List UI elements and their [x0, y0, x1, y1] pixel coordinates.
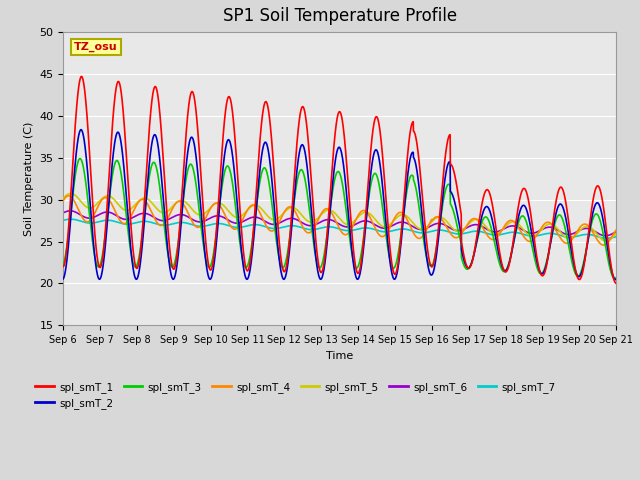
spl_smT_3: [612, 275, 620, 281]
spl_smT_6: [296, 218, 303, 224]
spl_smT_4: [122, 220, 130, 226]
spl_smT_6: [122, 216, 130, 222]
spl_smT_7: [602, 235, 609, 241]
Line: spl_smT_5: spl_smT_5: [63, 193, 616, 241]
spl_smT_1: [122, 153, 130, 158]
spl_smT_5: [122, 207, 130, 213]
spl_smT_5: [612, 231, 620, 237]
spl_smT_1: [77, 73, 85, 79]
spl_smT_5: [156, 208, 163, 214]
Line: spl_smT_4: spl_smT_4: [63, 196, 616, 245]
spl_smT_2: [612, 276, 620, 282]
spl_smT_1: [542, 265, 550, 271]
spl_smT_5: [602, 238, 609, 244]
spl_smT_4: [542, 220, 550, 226]
Title: SP1 Soil Temperature Profile: SP1 Soil Temperature Profile: [223, 7, 457, 25]
spl_smT_6: [542, 225, 550, 230]
Line: spl_smT_3: spl_smT_3: [63, 158, 616, 278]
spl_smT_7: [542, 231, 550, 237]
spl_smT_4: [600, 242, 607, 248]
spl_smT_4: [271, 226, 279, 231]
spl_smT_6: [271, 221, 279, 227]
spl_smT_3: [156, 180, 163, 186]
spl_smT_3: [296, 169, 303, 175]
spl_smT_5: [271, 217, 279, 223]
spl_smT_7: [60, 217, 67, 223]
spl_smT_4: [65, 193, 72, 199]
spl_smT_7: [122, 221, 130, 227]
spl_smT_5: [67, 191, 75, 196]
Text: TZ_osu: TZ_osu: [74, 42, 118, 52]
spl_smT_2: [271, 216, 279, 222]
Y-axis label: Soil Temperature (C): Soil Temperature (C): [24, 121, 34, 236]
spl_smT_5: [60, 195, 67, 201]
spl_smT_6: [602, 233, 609, 239]
spl_smT_4: [60, 198, 67, 204]
spl_smT_2: [60, 276, 67, 282]
spl_smT_1: [296, 117, 303, 123]
spl_smT_3: [76, 156, 84, 161]
spl_smT_4: [612, 227, 620, 233]
spl_smT_3: [122, 213, 130, 218]
spl_smT_3: [542, 262, 550, 267]
spl_smT_2: [77, 127, 85, 132]
spl_smT_2: [122, 193, 130, 199]
spl_smT_3: [611, 276, 618, 281]
spl_smT_7: [296, 224, 303, 230]
Line: spl_smT_2: spl_smT_2: [63, 130, 616, 280]
spl_smT_7: [271, 226, 279, 231]
spl_smT_1: [156, 104, 163, 109]
spl_smT_6: [67, 208, 74, 214]
spl_smT_3: [60, 262, 67, 268]
spl_smT_2: [542, 264, 550, 269]
spl_smT_2: [296, 150, 303, 156]
spl_smT_3: [271, 229, 279, 235]
spl_smT_6: [612, 229, 620, 235]
spl_smT_6: [602, 233, 609, 239]
spl_smT_7: [603, 236, 611, 241]
spl_smT_4: [156, 222, 163, 228]
spl_smT_1: [60, 264, 67, 270]
spl_smT_4: [296, 217, 303, 223]
spl_smT_2: [156, 151, 163, 157]
Line: spl_smT_6: spl_smT_6: [63, 211, 616, 236]
Legend: spl_smT_1, spl_smT_2, spl_smT_3, spl_smT_4, spl_smT_5, spl_smT_6, spl_smT_7: spl_smT_1, spl_smT_2, spl_smT_3, spl_smT…: [31, 377, 560, 413]
spl_smT_2: [612, 277, 620, 283]
spl_smT_6: [156, 217, 163, 223]
spl_smT_5: [542, 223, 550, 228]
spl_smT_6: [60, 210, 67, 216]
spl_smT_7: [612, 234, 620, 240]
spl_smT_1: [602, 219, 609, 225]
spl_smT_1: [612, 280, 620, 286]
spl_smT_3: [602, 243, 609, 249]
spl_smT_5: [602, 238, 610, 244]
Line: spl_smT_7: spl_smT_7: [63, 219, 616, 239]
spl_smT_4: [602, 241, 609, 247]
spl_smT_2: [602, 231, 609, 237]
spl_smT_1: [271, 188, 279, 194]
spl_smT_7: [67, 216, 75, 222]
spl_smT_5: [296, 209, 303, 215]
Line: spl_smT_1: spl_smT_1: [63, 76, 616, 283]
spl_smT_7: [156, 222, 163, 228]
X-axis label: Time: Time: [326, 350, 353, 360]
